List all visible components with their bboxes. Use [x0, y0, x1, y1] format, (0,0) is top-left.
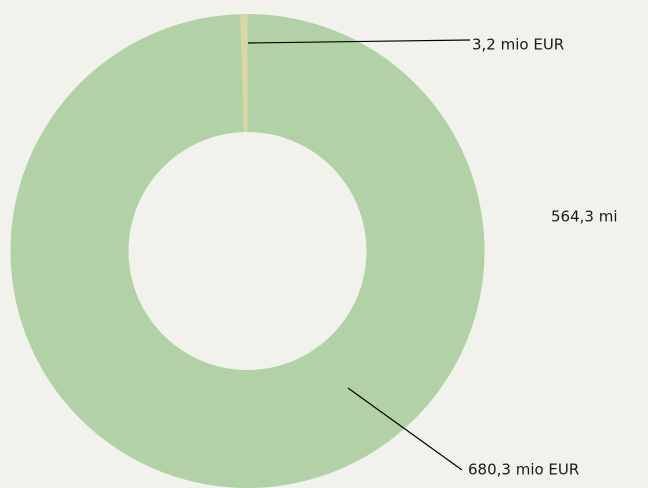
- data-label: 3,2 mio EUR: [472, 36, 564, 54]
- donut-segment: [240, 14, 248, 133]
- leader-line: [347, 387, 463, 471]
- leader-line: [247, 39, 471, 44]
- donut-segment: [10, 14, 485, 488]
- annotation: 564,3 mi: [551, 208, 618, 226]
- data-label: 680,3 mio EUR: [468, 461, 579, 479]
